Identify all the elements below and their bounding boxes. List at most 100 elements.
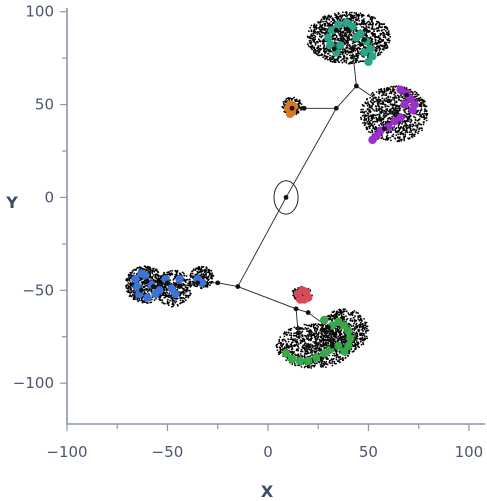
halo-point	[176, 298, 178, 300]
halo-point	[363, 337, 366, 340]
halo-point	[298, 327, 300, 330]
halo-point	[184, 299, 187, 302]
halo-point	[318, 22, 321, 24]
halo-point	[284, 339, 286, 342]
halo-point	[420, 114, 422, 117]
halo-point	[373, 110, 376, 112]
halo-point	[325, 20, 328, 23]
halo-point	[360, 118, 363, 121]
halo-point	[390, 112, 392, 115]
halo-point	[296, 336, 298, 338]
halo-point	[386, 89, 388, 92]
halo-point	[298, 100, 301, 102]
halo-point	[322, 56, 324, 59]
halo-point	[363, 326, 366, 329]
halo-point	[334, 354, 336, 357]
halo-point	[294, 338, 297, 340]
halo-point	[329, 359, 331, 362]
halo-point	[328, 314, 330, 317]
halo-point	[307, 339, 310, 342]
halo-point	[331, 311, 334, 313]
halo-point	[418, 123, 421, 125]
halo-point	[353, 341, 356, 344]
halo-point	[157, 275, 160, 278]
halo-point	[335, 336, 338, 339]
halo-point	[319, 340, 321, 343]
halo-point	[184, 292, 186, 294]
halo-point	[159, 294, 162, 297]
halo-point	[387, 95, 390, 98]
halo-point	[368, 20, 370, 23]
halo-point	[314, 42, 317, 45]
halo-point	[289, 328, 292, 330]
halo-point	[292, 338, 294, 341]
halo-point	[320, 365, 323, 368]
halo-point	[319, 363, 322, 366]
halo-point	[344, 51, 347, 54]
halo-point	[345, 315, 347, 318]
halo-point	[371, 122, 374, 125]
halo-point	[406, 131, 409, 134]
halo-point	[418, 127, 421, 130]
halo-point	[384, 29, 387, 32]
halo-point	[355, 58, 358, 61]
halo-point	[421, 98, 424, 101]
halo-point	[297, 364, 300, 367]
halo-point	[381, 91, 383, 93]
halo-point	[349, 54, 351, 57]
halo-point	[394, 130, 397, 133]
halo-point	[308, 324, 311, 327]
halo-point	[309, 26, 312, 29]
halo-point	[350, 50, 353, 53]
halo-point	[310, 46, 312, 49]
halo-point	[320, 31, 323, 34]
halo-point	[180, 297, 182, 299]
halo-point	[146, 302, 149, 304]
halo-point	[355, 331, 358, 334]
halo-point	[335, 333, 338, 336]
halo-point	[326, 335, 328, 338]
halo-point	[162, 294, 165, 297]
halo-point	[200, 274, 203, 276]
halo-point	[376, 113, 379, 116]
halo-point	[152, 268, 155, 270]
halo-point	[367, 23, 370, 26]
halo-point	[166, 292, 169, 294]
halo-point	[366, 128, 369, 131]
halo-point	[357, 16, 360, 18]
halo-point	[382, 101, 385, 104]
halo-point	[369, 111, 372, 114]
halo-point	[383, 44, 386, 47]
halo-point	[324, 48, 327, 51]
halo-point	[385, 135, 388, 138]
halo-point	[191, 276, 194, 279]
halo-point	[348, 13, 351, 16]
halo-point	[313, 51, 315, 54]
halo-point	[365, 30, 368, 33]
halo-point	[380, 51, 383, 54]
halo-point	[325, 363, 328, 366]
halo-point	[333, 59, 336, 62]
halo-point	[405, 126, 408, 129]
halo-point	[346, 57, 349, 60]
halo-point	[388, 110, 390, 113]
halo-point	[323, 347, 326, 350]
halo-point	[425, 105, 428, 108]
halo-point	[356, 14, 359, 16]
halo-point	[392, 133, 395, 136]
halo-point	[306, 35, 309, 38]
halo-point	[367, 116, 370, 118]
halo-point	[318, 323, 320, 326]
halo-point	[314, 338, 317, 341]
halo-point	[359, 340, 362, 343]
halo-point	[380, 39, 383, 41]
halo-point	[290, 332, 293, 335]
halo-point	[381, 111, 384, 113]
halo-point	[416, 93, 419, 96]
halo-point	[301, 346, 304, 348]
halo-point	[292, 341, 294, 344]
halo-point	[341, 52, 344, 54]
halo-point	[339, 15, 341, 18]
halo-point	[328, 58, 331, 60]
halo-point	[335, 362, 337, 365]
